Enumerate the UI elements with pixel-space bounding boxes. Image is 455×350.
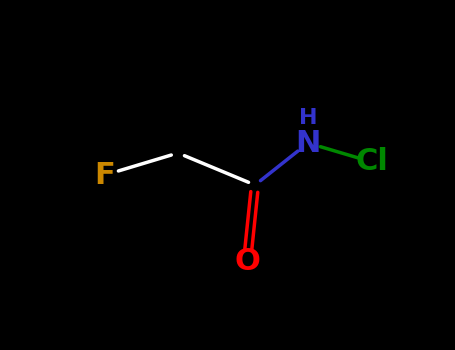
Text: Cl: Cl bbox=[355, 147, 389, 176]
Text: O: O bbox=[234, 247, 260, 276]
Text: F: F bbox=[95, 161, 116, 189]
Text: N: N bbox=[295, 128, 321, 158]
Text: H: H bbox=[299, 108, 317, 128]
